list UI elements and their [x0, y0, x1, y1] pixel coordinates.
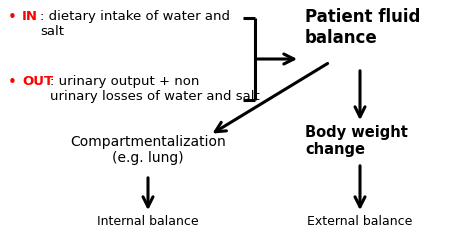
Text: •: • — [8, 10, 17, 25]
Text: : dietary intake of water and
salt: : dietary intake of water and salt — [40, 10, 230, 38]
Text: Body weight
change: Body weight change — [305, 125, 408, 157]
Text: Internal balance: Internal balance — [97, 215, 199, 228]
Text: OUT: OUT — [22, 75, 53, 88]
Text: •: • — [8, 75, 17, 90]
Text: IN: IN — [22, 10, 38, 23]
Text: External balance: External balance — [307, 215, 413, 228]
Text: : urinary output + non
urinary losses of water and salt: : urinary output + non urinary losses of… — [50, 75, 260, 103]
Text: Compartmentalization
(e.g. lung): Compartmentalization (e.g. lung) — [70, 135, 226, 165]
Text: Patient fluid
balance: Patient fluid balance — [305, 8, 420, 47]
